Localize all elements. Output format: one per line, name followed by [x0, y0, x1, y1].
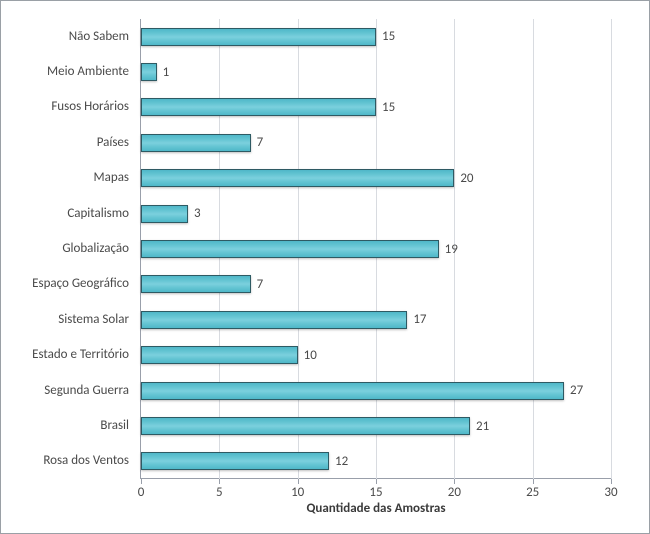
bar	[141, 240, 439, 258]
x-tick-label: 15	[369, 485, 382, 500]
bar	[141, 275, 251, 293]
x-tick-label: 10	[291, 485, 304, 500]
bar-row: 15	[141, 98, 611, 116]
plot-area: Quantidade das Amostras 0510152025301511…	[141, 19, 611, 479]
value-label: 20	[460, 169, 473, 187]
value-label: 21	[476, 417, 489, 435]
value-label: 27	[570, 382, 583, 400]
value-label: 7	[257, 275, 264, 293]
x-tick-label: 25	[526, 485, 539, 500]
x-tick-mark	[376, 479, 377, 484]
bar	[141, 134, 251, 152]
category-label: Brasil	[1, 418, 129, 433]
bar	[141, 417, 470, 435]
category-label: Países	[1, 135, 129, 150]
category-label: Fusos Horários	[1, 99, 129, 114]
category-label: Segunda Guerra	[1, 383, 129, 398]
bar	[141, 63, 157, 81]
bar-row: 10	[141, 346, 611, 364]
bar-row: 21	[141, 417, 611, 435]
value-label: 15	[382, 28, 395, 46]
bar	[141, 346, 298, 364]
bar	[141, 28, 376, 46]
bar	[141, 98, 376, 116]
x-tick-mark	[454, 479, 455, 484]
value-label: 10	[304, 346, 317, 364]
x-tick-mark	[533, 479, 534, 484]
bar	[141, 382, 564, 400]
category-label: Sistema Solar	[1, 312, 129, 327]
x-axis-title: Quantidade das Amostras	[141, 501, 611, 516]
category-label: Espaço Geográfico	[1, 276, 129, 291]
x-tick-mark	[298, 479, 299, 484]
value-label: 19	[445, 240, 458, 258]
x-tick-mark	[611, 479, 612, 484]
bar-row: 1	[141, 63, 611, 81]
bar-row: 3	[141, 205, 611, 223]
x-tick-label: 0	[138, 485, 145, 500]
bar-chart: Quantidade das Amostras 0 5 10 15 20 25 30 15 1 1…	[0, 0, 650, 534]
x-tick-mark	[141, 479, 142, 484]
value-label: 17	[413, 311, 426, 329]
bar-row: 12	[141, 452, 611, 470]
x-tick-label: 30	[604, 485, 617, 500]
category-label: Meio Ambiente	[1, 64, 129, 79]
x-tick-label: 20	[448, 485, 461, 500]
bar-row: 15	[141, 28, 611, 46]
bar-row: 19	[141, 240, 611, 258]
bar-row: 27	[141, 382, 611, 400]
x-tick-mark	[219, 479, 220, 484]
category-label: Mapas	[1, 170, 129, 185]
value-label: 15	[382, 98, 395, 116]
bar	[141, 452, 329, 470]
category-label: Globalização	[1, 241, 129, 256]
bar	[141, 311, 407, 329]
bar-row: 7	[141, 275, 611, 293]
value-label: 7	[257, 134, 264, 152]
category-label: Rosa dos Ventos	[1, 453, 129, 468]
category-label: Não Sabem	[1, 29, 129, 44]
x-tick-label: 5	[216, 485, 223, 500]
bar-row: 17	[141, 311, 611, 329]
bar	[141, 205, 188, 223]
value-label: 3	[194, 205, 201, 223]
category-label: Capitalismo	[1, 206, 129, 221]
bar-row: 7	[141, 134, 611, 152]
bar-row: 20	[141, 169, 611, 187]
grid-line	[611, 19, 612, 479]
bar	[141, 169, 454, 187]
category-label: Estado e Território	[1, 347, 129, 362]
value-label: 12	[335, 452, 348, 470]
value-label: 1	[163, 63, 170, 81]
